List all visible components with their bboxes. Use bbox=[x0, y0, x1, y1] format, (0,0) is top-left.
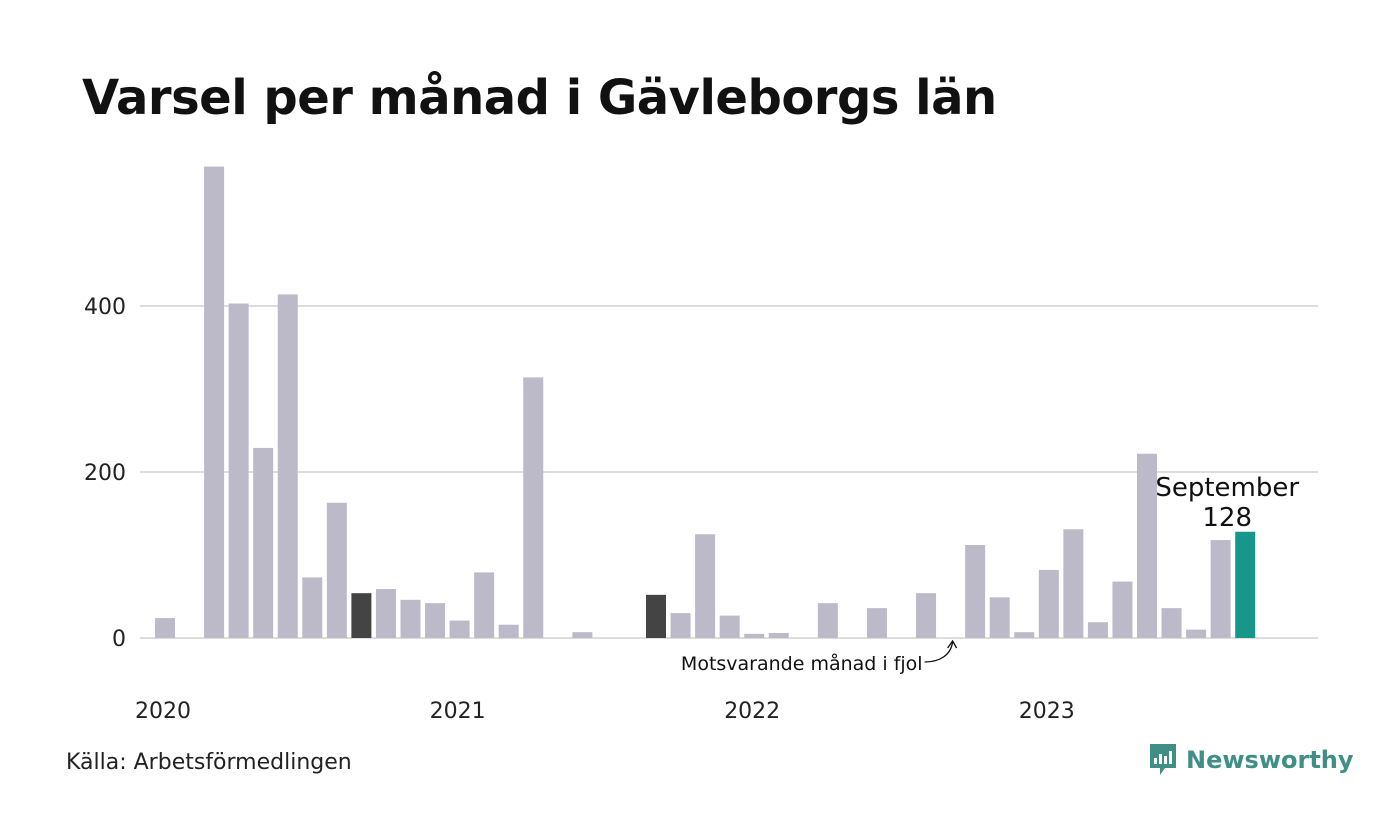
bar-2021-02 bbox=[474, 572, 495, 638]
bar-2021-01 bbox=[449, 620, 470, 638]
bar-2022-04 bbox=[817, 603, 838, 638]
bar-2023-04 bbox=[1112, 581, 1133, 638]
bar-2023-02 bbox=[1063, 529, 1084, 638]
x-year-label: 2023 bbox=[1019, 699, 1075, 724]
y-tick-label: 200 bbox=[84, 461, 126, 486]
bar-2020-10 bbox=[375, 589, 396, 638]
bar-2021-12 bbox=[719, 615, 740, 638]
bar-2020-08 bbox=[326, 502, 347, 638]
highlight-month-label: September bbox=[1155, 473, 1299, 503]
bar-2021-03 bbox=[498, 624, 519, 638]
bar-2022-10 bbox=[965, 545, 986, 638]
annotation-arrowhead bbox=[947, 639, 958, 649]
newsworthy-logo-icon bbox=[1150, 744, 1176, 775]
bar-2023-08 bbox=[1210, 540, 1231, 638]
bar-2020-11 bbox=[400, 599, 421, 638]
bar-2023-05 bbox=[1137, 453, 1157, 638]
annotation-text: Motsvarande månad i fjol bbox=[681, 652, 923, 675]
bar-2020-01 bbox=[155, 618, 175, 638]
bar-2020-09 bbox=[351, 593, 372, 638]
bar-2021-10 bbox=[670, 613, 691, 638]
bar-2022-06 bbox=[866, 608, 887, 638]
bar-2023-03 bbox=[1087, 622, 1108, 638]
bar-2023-01 bbox=[1038, 569, 1059, 638]
bar-2022-01 bbox=[744, 633, 765, 638]
highlight-value-label: 128 bbox=[1202, 503, 1252, 533]
bar-2021-06 bbox=[572, 632, 593, 638]
bar-2020-03 bbox=[204, 166, 225, 638]
bar-2021-11 bbox=[695, 534, 716, 638]
brand-logo: Newsworthy bbox=[1148, 742, 1354, 778]
bar-2020-06 bbox=[277, 294, 298, 638]
bar-2023-06 bbox=[1161, 608, 1182, 638]
bars bbox=[155, 166, 1256, 638]
x-year-label: 2022 bbox=[724, 699, 780, 724]
axis-labels: 0 200 400 2020 2021 2022 2023 bbox=[84, 295, 1075, 724]
bar-2023-07 bbox=[1186, 629, 1207, 638]
brand-name: Newsworthy bbox=[1186, 746, 1354, 774]
bar-2022-11 bbox=[989, 597, 1010, 638]
bar-2022-02 bbox=[768, 633, 789, 638]
y-tick-label: 400 bbox=[84, 295, 126, 320]
bar-2020-12 bbox=[425, 603, 446, 638]
annotation-arrow bbox=[924, 641, 954, 663]
bar-2021-04 bbox=[523, 377, 544, 638]
bar-2023-09 bbox=[1235, 531, 1256, 638]
x-year-label: 2020 bbox=[135, 699, 191, 724]
bar-2020-05 bbox=[253, 447, 274, 638]
bar-2022-08 bbox=[916, 593, 937, 638]
bar-2022-12 bbox=[1014, 632, 1035, 638]
source-note: Källa: Arbetsförmedlingen bbox=[66, 750, 352, 775]
chart-title: Varsel per månad i Gävleborgs län bbox=[82, 70, 997, 126]
bar-2020-04 bbox=[228, 303, 249, 638]
bar-2021-09 bbox=[646, 594, 666, 638]
y-tick-label: 0 bbox=[112, 627, 126, 652]
bar-2020-07 bbox=[302, 577, 323, 638]
x-year-label: 2021 bbox=[430, 699, 486, 724]
